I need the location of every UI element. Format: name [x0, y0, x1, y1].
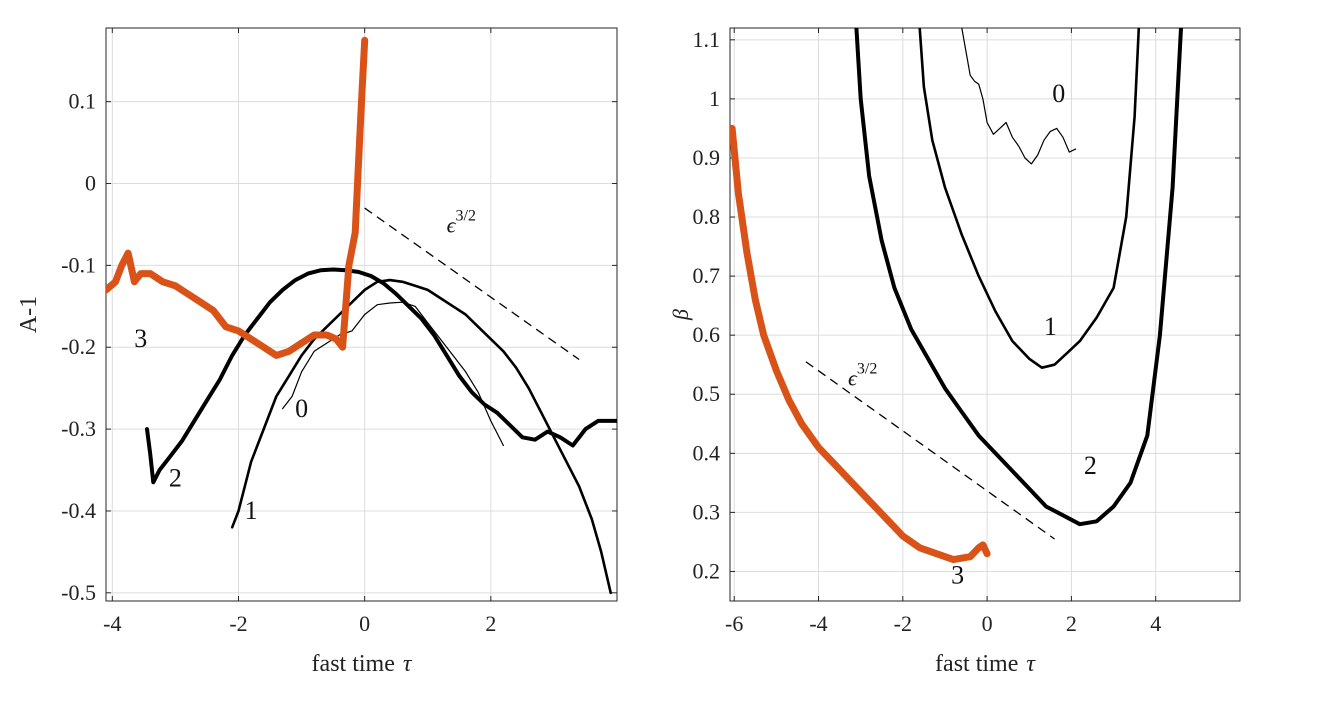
curve-label: 2	[169, 463, 182, 492]
y-tick-label: 0.3	[693, 499, 721, 524]
series-line-2	[145, 267, 617, 485]
plot-frame	[105, 27, 618, 602]
reference-dashed-line	[364, 207, 580, 361]
reference-dashed-line	[805, 361, 1055, 540]
curve-label: 0	[1052, 79, 1065, 108]
exponent-text: 3/2	[857, 360, 877, 377]
y-tick-label: 0.2	[693, 558, 721, 583]
y-tick-label: 0.9	[693, 145, 721, 170]
y-tick-label: 0.1	[69, 89, 97, 114]
y-axis-label: A-1	[16, 296, 42, 333]
curve-label: 0	[295, 394, 308, 423]
exponent-text: 3/2	[456, 208, 476, 225]
right-panel-beta: -6 -4 -2 0 2 4 0.2 0.3 0.4 0.5 0.6 0.7 0.8 0.9 1 1.1 fas…	[668, 27, 1241, 677]
series-line-1	[918, 28, 1141, 370]
x-tick-label: -2	[229, 611, 247, 636]
epsilon-symbol: ϵ	[848, 365, 858, 390]
x-tick-label: -2	[894, 611, 912, 636]
series-line-1	[230, 278, 613, 595]
curve-label: 3	[134, 324, 147, 353]
y-tick-label: -0.5	[61, 580, 96, 605]
series-line-0	[961, 28, 1077, 165]
series-line-0	[282, 301, 504, 447]
x-tick-label: 0	[982, 611, 993, 636]
series-line-3	[106, 36, 369, 359]
reference-line-label: ϵ3/2	[848, 360, 877, 390]
y-tick-label: -0.3	[61, 416, 96, 441]
x-tick-label: 2	[485, 611, 496, 636]
curve-label: 2	[1084, 451, 1097, 480]
series-group	[106, 36, 617, 595]
y-tick-label: 0.4	[693, 440, 721, 465]
curve-label: 1	[1044, 312, 1057, 341]
y-tick-label: 1	[709, 86, 720, 111]
x-axis-label: fast time τ	[935, 651, 1036, 677]
x-tick-label: 2	[1066, 611, 1077, 636]
series-line-3	[730, 124, 991, 564]
y-tick-label: 0.7	[693, 263, 721, 288]
y-axis-label: β	[668, 309, 693, 321]
curve-label: 1	[245, 496, 258, 525]
y-tick-label: -0.2	[61, 334, 96, 359]
y-tick-label: 0.6	[693, 322, 721, 347]
x-tick-label: 0	[359, 611, 370, 636]
y-tick-label: 0.8	[693, 204, 721, 229]
series-group	[730, 28, 1183, 564]
x-tick-label: 4	[1150, 611, 1161, 636]
x-axis-symbol: τ	[1026, 651, 1036, 677]
x-axis-label-text: fast time	[935, 651, 1018, 677]
left-panel-a-minus-1: -4 -2 0 2 -0.5 -0.4 -0.3 -0.2 -0.1 0 0.1 fast time τ…	[16, 27, 618, 677]
y-tick-label: 0.5	[693, 381, 721, 406]
reference-line-label: ϵ3/2	[447, 208, 476, 238]
x-tick-label: -4	[809, 611, 827, 636]
curve-label: 3	[951, 560, 964, 589]
series-line-2	[854, 28, 1183, 527]
y-tick-label: -0.1	[61, 252, 96, 277]
x-tick-label: -6	[725, 611, 743, 636]
y-tick-label: -0.4	[61, 498, 96, 523]
plot-frame	[729, 27, 1241, 602]
y-tick-label: 0	[85, 171, 96, 196]
x-axis-label: fast time τ	[312, 651, 413, 677]
x-tick-label: -4	[103, 611, 121, 636]
y-tick-label: 1.1	[693, 27, 721, 52]
epsilon-symbol: ϵ	[447, 213, 457, 238]
x-axis-symbol: τ	[403, 651, 413, 677]
x-axis-label-text: fast time	[312, 651, 395, 677]
